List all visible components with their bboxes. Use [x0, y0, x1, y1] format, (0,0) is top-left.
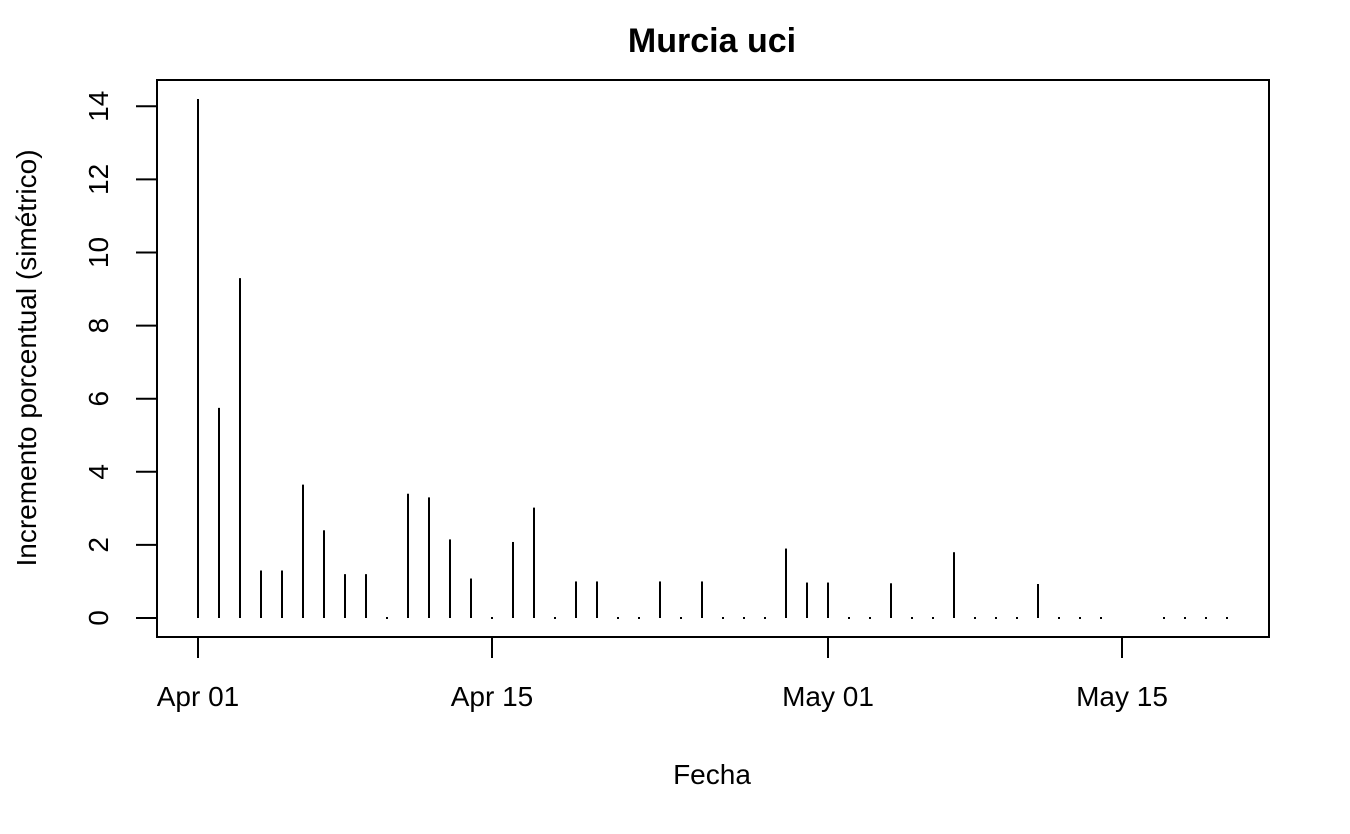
- bar: [869, 617, 871, 619]
- bar: [995, 617, 997, 619]
- y-tick-label: 8: [83, 318, 114, 334]
- x-tick-label: Apr 15: [451, 681, 534, 712]
- y-tick-label: 4: [83, 464, 114, 480]
- bar: [1163, 617, 1165, 619]
- bar: [1226, 617, 1228, 619]
- x-tick-label: May 01: [782, 681, 874, 712]
- y-tick-label: 10: [83, 237, 114, 268]
- chart-title: Murcia uci: [628, 22, 796, 60]
- y-tick-label: 12: [83, 164, 114, 195]
- bar: [554, 617, 556, 619]
- bar: [1184, 617, 1186, 619]
- bar: [617, 617, 619, 619]
- bar: [1079, 617, 1081, 619]
- bar: [386, 617, 388, 619]
- bar: [638, 617, 640, 619]
- bar: [1100, 617, 1102, 619]
- bar: [764, 617, 766, 619]
- bar: [974, 617, 976, 619]
- y-tick-label: 0: [83, 610, 114, 626]
- y-tick-label: 6: [83, 391, 114, 407]
- x-axis: Apr 01 Apr 15 May 01 May 15: [157, 636, 1168, 712]
- bar: [722, 617, 724, 619]
- bar: [491, 617, 493, 619]
- bars-group: [197, 98, 1228, 619]
- bar: [1058, 617, 1060, 619]
- y-axis-label: Incremento porcentual (simétrico): [11, 149, 42, 566]
- bar: [1016, 617, 1018, 619]
- x-tick-label: Apr 01: [157, 681, 240, 712]
- x-tick-label: May 15: [1076, 681, 1168, 712]
- y-tick-label: 14: [83, 91, 114, 122]
- bar: [848, 617, 850, 619]
- bar: [680, 617, 682, 619]
- bar: [911, 617, 913, 619]
- y-tick-label: 2: [83, 537, 114, 553]
- bar: [932, 617, 934, 619]
- x-axis-label: Fecha: [673, 759, 751, 790]
- bar: [743, 617, 745, 619]
- y-axis: 0 2 4 6 8 10 12 14: [83, 91, 158, 626]
- bar: [1205, 617, 1207, 619]
